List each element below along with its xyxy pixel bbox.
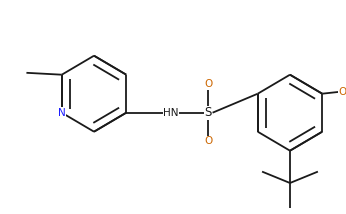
Text: N: N (58, 108, 66, 118)
Text: HN: HN (163, 108, 179, 118)
Text: S: S (204, 106, 212, 119)
Text: O: O (204, 79, 212, 89)
Text: O: O (204, 136, 212, 146)
Text: O: O (338, 87, 346, 97)
